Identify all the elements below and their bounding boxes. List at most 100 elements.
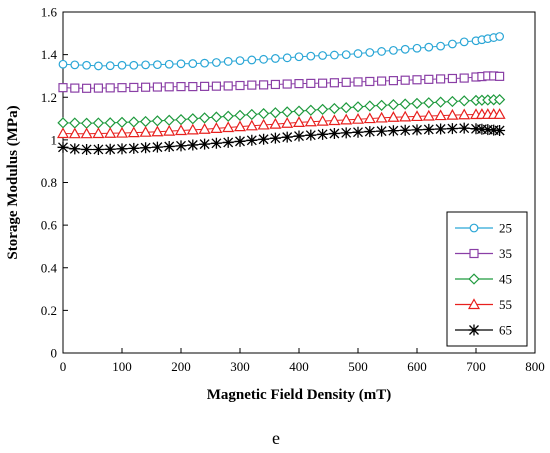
data-point-35: [188, 81, 198, 92]
legend-label: 25: [499, 221, 512, 236]
data-point-45: [222, 110, 234, 122]
data-point-45: [316, 103, 329, 116]
x-tick-label: 200: [171, 359, 191, 374]
data-point-55: [434, 109, 447, 121]
data-point-45: [411, 97, 423, 110]
data-point-45: [246, 108, 258, 121]
data-point-25: [152, 60, 162, 70]
data-point-45: [257, 108, 270, 120]
data-point-35: [436, 74, 446, 84]
data-point-45: [187, 113, 199, 125]
data-point-45: [340, 102, 352, 114]
data-point-25: [259, 54, 269, 64]
data-point-35: [164, 82, 174, 92]
data-point-25: [436, 41, 446, 51]
legend-item-45: 45: [455, 272, 512, 287]
data-point-65: [387, 125, 399, 137]
data-point-65: [151, 141, 163, 153]
data-point-45: [92, 117, 105, 129]
data-point-25: [105, 61, 115, 71]
data-point-45: [293, 105, 305, 117]
data-point-25: [294, 52, 304, 62]
data-point-45: [281, 106, 293, 118]
y-tick-label: 1.2: [41, 90, 57, 105]
data-point-55: [151, 125, 164, 137]
data-point-45: [210, 111, 223, 123]
data-point-55: [174, 124, 188, 136]
data-point-35: [377, 76, 387, 86]
data-point-45: [128, 116, 140, 128]
y-tick-label: 1.4: [41, 47, 58, 62]
data-point-65: [281, 131, 293, 143]
legend-label: 65: [499, 323, 512, 338]
data-point-55: [80, 127, 93, 139]
legend: 25 35 45 55 65: [446, 211, 528, 347]
series-line-55: [62, 113, 500, 135]
data-point-35: [141, 82, 151, 92]
data-point-25: [306, 51, 316, 61]
data-point-25: [223, 57, 233, 66]
data-point-65: [175, 140, 187, 152]
data-point-55: [446, 108, 459, 120]
series-line-65: [62, 127, 500, 150]
data-point-65: [446, 123, 458, 135]
data-point-45: [305, 104, 317, 116]
data-point-55: [340, 113, 353, 125]
data-point-55: [127, 126, 140, 138]
data-point-65: [163, 140, 175, 152]
data-point-45: [387, 99, 400, 111]
data-point-35: [117, 83, 127, 93]
data-point-55: [410, 110, 424, 122]
series-line-35: [62, 75, 500, 89]
data-point-45: [328, 102, 341, 115]
data-point-35: [459, 73, 469, 83]
legend-marker: [469, 248, 479, 259]
data-point-25: [129, 60, 139, 70]
data-point-65: [376, 125, 388, 137]
y-tick-label: 1.6: [41, 5, 58, 20]
x-tick-label: 100: [112, 359, 132, 374]
data-point-35: [105, 83, 115, 93]
x-tick-label: 300: [230, 359, 250, 374]
data-point-55: [269, 117, 282, 129]
data-point-55: [139, 125, 152, 137]
data-point-55: [351, 112, 365, 124]
data-point-65: [222, 136, 234, 148]
series-line-25: [62, 36, 500, 67]
data-point-45: [80, 117, 93, 129]
data-point-45: [234, 109, 246, 122]
data-point-55: [257, 118, 270, 130]
data-point-45: [352, 101, 364, 113]
data-point-65: [234, 135, 246, 147]
data-point-35: [247, 80, 257, 90]
data-point-25: [377, 47, 387, 56]
series-45: [57, 93, 506, 129]
data-point-25: [459, 37, 469, 47]
legend-item-25: 25: [455, 221, 512, 236]
data-point-35: [388, 76, 398, 86]
data-point-65: [140, 142, 152, 154]
data-point-35: [495, 71, 505, 81]
data-point-35: [365, 76, 375, 87]
data-point-25: [495, 32, 505, 41]
data-point-45: [139, 115, 152, 128]
data-point-65: [340, 127, 352, 139]
plot-area: 0 100 200 300 400 500 600 700 800 0 0.2 0.4 0.6 0.8 1 1…: [41, 5, 545, 375]
data-point-35: [341, 77, 351, 87]
y-tick-label: 0.6: [41, 218, 58, 233]
data-point-65: [317, 128, 329, 140]
data-point-35: [129, 82, 139, 93]
y-axis-title: Storage Modulus (MPa): [5, 105, 21, 259]
data-point-45: [175, 113, 187, 126]
data-point-65: [69, 143, 81, 155]
y-tick-label: 0: [51, 346, 58, 361]
data-point-25: [58, 59, 68, 69]
data-point-25: [188, 59, 198, 68]
data-point-45: [493, 93, 506, 106]
data-point-25: [70, 60, 80, 70]
data-point-65: [494, 124, 506, 136]
data-point-55: [186, 123, 199, 135]
data-point-55: [92, 127, 105, 139]
data-point-35: [329, 78, 339, 88]
y-tick-label: 1: [51, 132, 58, 147]
